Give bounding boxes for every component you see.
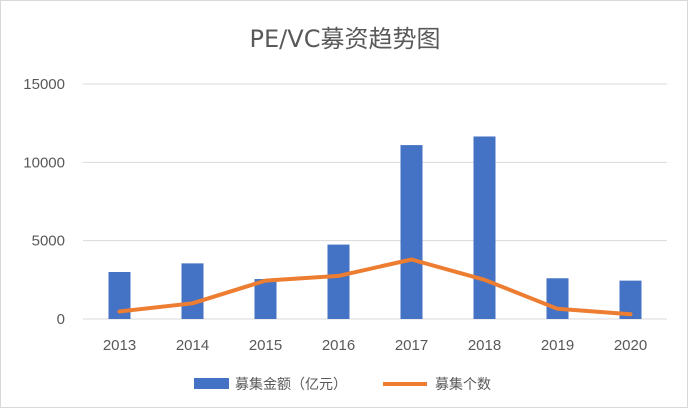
bar (181, 263, 204, 319)
y-axis: 0 5000 10000 15000 (23, 76, 65, 328)
line-point (630, 313, 631, 315)
x-tick-label: 2015 (249, 337, 282, 354)
gridlines (83, 83, 667, 320)
y-tick-label: 0 (57, 311, 65, 328)
line-point (265, 280, 266, 282)
x-tick-label: 2018 (468, 337, 501, 354)
legend-label-count: 募集个数 (435, 376, 491, 393)
line-path (117, 257, 633, 317)
line-point (557, 308, 558, 310)
line-point (338, 275, 339, 277)
y-tick-label: 15000 (23, 76, 65, 93)
x-tick-label: 2017 (395, 337, 428, 354)
bar (108, 272, 131, 319)
chart-title: PE/VC募资趋势图 (249, 25, 441, 53)
bar (473, 136, 496, 319)
bar (327, 244, 350, 319)
x-tick-label: 2013 (103, 337, 136, 354)
bar (400, 145, 423, 319)
line-point (484, 279, 485, 281)
line-point (411, 258, 412, 260)
x-tick-label: 2019 (541, 337, 574, 354)
legend: 募集金额（亿元） 募集个数 (194, 376, 491, 393)
x-tick-label: 2014 (176, 337, 209, 354)
legend-swatch-bar (194, 378, 229, 389)
y-tick-label: 5000 (32, 233, 65, 250)
x-tick-label: 2020 (614, 337, 647, 354)
bar-series (108, 136, 642, 319)
line-point (119, 310, 120, 312)
x-axis: 2013 2014 2015 2016 2017 2018 2019 2020 (103, 337, 647, 354)
bar (546, 278, 569, 319)
legend-label-amount: 募集金额（亿元） (235, 376, 347, 393)
x-tick-label: 2016 (322, 337, 355, 354)
bar (254, 279, 277, 319)
line-point (192, 302, 193, 304)
bar (619, 280, 642, 319)
line-series (117, 257, 633, 317)
y-tick-label: 10000 (23, 154, 65, 171)
